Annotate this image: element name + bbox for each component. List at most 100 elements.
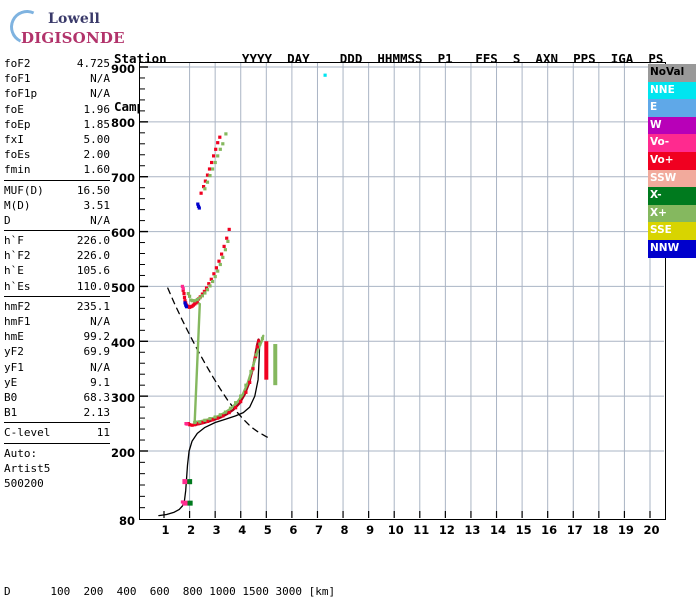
param-row: hmF2 235.1 (4, 299, 110, 314)
param-divider (4, 230, 110, 232)
param-key: foF1p (4, 87, 38, 101)
param-row: M(D) 3.51 (4, 198, 110, 213)
param-key: yF1 (4, 360, 24, 374)
y-axis-label-700: 700 (110, 171, 135, 186)
legend-item-noval[interactable]: NoVal (648, 64, 696, 82)
param-value: 11 (96, 426, 110, 440)
param-row: h`E 105.6 (4, 263, 110, 278)
param-row: B0 68.3 (4, 390, 110, 405)
param-value: N/A (90, 315, 110, 328)
param-key: MUF(D) (4, 183, 44, 197)
x-axis-label-19: 19 (617, 523, 634, 537)
param-key: B0 (4, 390, 18, 404)
param-divider (4, 422, 110, 424)
logo-lowell-text: Lowell (48, 11, 100, 27)
param-value: 226.0 (76, 234, 110, 248)
param-row: yF2 69.9 (4, 344, 110, 359)
polarization-legend: NoVal NNE E W Vo- Vo+ SSW X- X+ SSE NNW (648, 64, 696, 258)
param-key: h`Es (4, 279, 31, 293)
scatter-series (180, 73, 327, 506)
param-key: foEs (4, 148, 31, 162)
param-key: h`F (4, 234, 24, 248)
legend-item-vo-[interactable]: Vo+ (648, 151, 696, 170)
legend-item-x-[interactable]: X+ (648, 204, 696, 223)
param-divider (4, 442, 110, 444)
muf-dashed-curve (167, 287, 273, 440)
profile-electron-density (158, 340, 261, 517)
x-axis-label-14: 14 (490, 523, 507, 537)
y-axis-label-200: 200 (110, 445, 135, 460)
param-key: fmin (4, 163, 31, 177)
ionospheric-parameters-panel: foF2 4.725 foF1 N/A foF1p N/A foE 1.96 foEp 1.85 f… (4, 56, 110, 491)
x-axis-label-16: 16 (541, 523, 558, 537)
param-divider (4, 179, 110, 181)
series-vo- (181, 135, 261, 506)
x-axis-label-5: 5 (263, 523, 272, 537)
param-row: foE 1.96 (4, 102, 110, 117)
legend-item-nne[interactable]: NNE (648, 81, 696, 100)
series-nne (323, 73, 327, 77)
param-row: h`F2 226.0 (4, 248, 110, 263)
param-key: hmF2 (4, 299, 31, 313)
axis-ticks (140, 66, 651, 518)
x-axis-label-8: 8 (340, 523, 349, 537)
y-axis-label-500: 500 (110, 280, 135, 295)
param-value: 69.9 (83, 345, 111, 359)
legend-item-vo-[interactable]: Vo- (648, 134, 696, 152)
legend-item-ssw[interactable]: SSW (648, 169, 696, 188)
legend-item-w[interactable]: W (648, 116, 696, 135)
param-key: foF2 (4, 57, 31, 70)
param-row: yE 9.1 (4, 375, 110, 390)
param-value: 5.00 (83, 132, 111, 146)
foEs-bar (182, 479, 188, 485)
param-key: D (4, 213, 11, 227)
param-key: foE (4, 102, 24, 116)
x-axis-label-1: 1 (161, 523, 170, 537)
param-key: hmF1 (4, 315, 31, 328)
footer-info: D 100 200 400 600 800 1000 1500 3000 [km… (4, 556, 607, 600)
legend-item-e[interactable]: E (648, 99, 696, 117)
param-key: yE (4, 375, 18, 389)
param-row: foEp 1.85 (4, 117, 110, 132)
y-axis-label-80: 80 (118, 513, 135, 528)
param-row: foEs 2.00 (4, 147, 110, 162)
param-value: 16.50 (76, 183, 110, 197)
x-axis-label-12: 12 (438, 523, 455, 537)
param-key: h`E (4, 264, 24, 278)
legend-item-sse[interactable]: SSE (648, 222, 696, 240)
param-row: fxI 5.00 (4, 132, 110, 147)
param-row: hmE 99.2 (4, 329, 110, 344)
param-key: h`F2 (4, 249, 31, 263)
y-axis-label-900: 900 (110, 61, 135, 76)
foE-bar (187, 500, 193, 506)
param-row: fmin 1.60 (4, 162, 110, 177)
x-axis-label-17: 17 (566, 523, 583, 537)
param-note: 500200 (4, 476, 44, 490)
param-row: foF2 4.725 (4, 56, 110, 71)
param-value: 2.13 (83, 406, 111, 420)
legend-item-x-[interactable]: X- (648, 187, 696, 205)
y-axis-label-300: 300 (110, 390, 135, 405)
legend-item-nnw[interactable]: NNW (648, 239, 696, 258)
param-value: 9.1 (90, 375, 110, 389)
x-axis-label-11: 11 (413, 523, 430, 537)
param-key: yF2 (4, 345, 24, 359)
ionogram-plot[interactable]: 80 200 300 400 500 600 700 800 900 1 2 3 4 5 6 7 8 9 10 11 1… (111, 62, 666, 537)
param-key: M(D) (4, 198, 31, 212)
param-row: foF1 N/A (4, 71, 110, 86)
param-value: N/A (90, 213, 110, 227)
x-axis-label-13: 13 (464, 523, 481, 537)
x-axis-label-10: 10 (387, 523, 404, 537)
scaled-trace-F2-green (190, 298, 265, 424)
param-key: hmE (4, 330, 24, 344)
param-value: 99.2 (83, 330, 111, 344)
x-axis-label-7: 7 (314, 523, 323, 537)
param-value: N/A (90, 72, 110, 86)
scaled-markers (182, 341, 278, 506)
y-axis-label-600: 600 (110, 226, 135, 241)
param-key: B1 (4, 406, 18, 420)
foE-bar (182, 500, 188, 506)
footer-distance-row: D 100 200 400 600 800 1000 1500 3000 [km… (4, 585, 336, 598)
param-value: 226.0 (76, 249, 110, 263)
